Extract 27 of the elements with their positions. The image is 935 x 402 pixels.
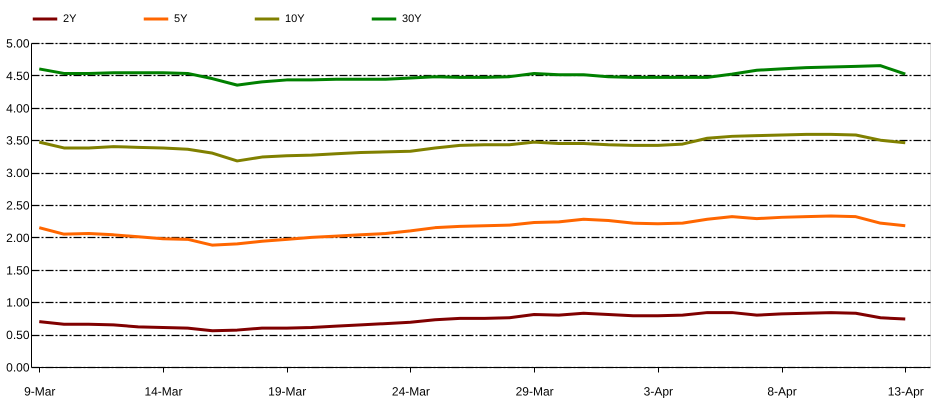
- line-series: [38, 214, 907, 247]
- x-tick-label: 24-Mar: [392, 384, 430, 398]
- legend-label: 5Y: [174, 13, 188, 25]
- x-tick-label: 14-Mar: [144, 384, 182, 398]
- line-series: [38, 132, 907, 162]
- legend-label: 10Y: [285, 13, 306, 25]
- y-tick-label: 0.50: [6, 328, 30, 342]
- x-tick-label: 9-Mar: [24, 384, 56, 398]
- y-tick-label: 1.50: [6, 263, 30, 278]
- x-tick-label: 19-Mar: [268, 384, 306, 398]
- legend-label: 30Y: [402, 13, 422, 25]
- y-tick-label: 4.50: [6, 68, 30, 83]
- y-tick-label: 2.50: [6, 198, 30, 212]
- y-tick-label: 4.00: [6, 101, 30, 116]
- line-series: [38, 311, 907, 332]
- x-tick-label: 13-Apr: [888, 384, 924, 398]
- y-tick-label: 0.00: [6, 360, 30, 374]
- legend-label: 2Y: [63, 13, 78, 25]
- y-tick-label: 1.00: [6, 296, 30, 310]
- y-tick-label: 3.00: [6, 166, 30, 180]
- y-tick-label: 5.00: [6, 36, 30, 50]
- y-tick-label: 3.50: [6, 134, 30, 148]
- y-tick-label: 2.00: [6, 230, 30, 245]
- line-series: [38, 64, 907, 87]
- x-tick-label: 29-Mar: [516, 384, 554, 398]
- x-tick-label: 3-Apr: [644, 384, 673, 398]
- x-tick-label: 8-Apr: [767, 384, 797, 398]
